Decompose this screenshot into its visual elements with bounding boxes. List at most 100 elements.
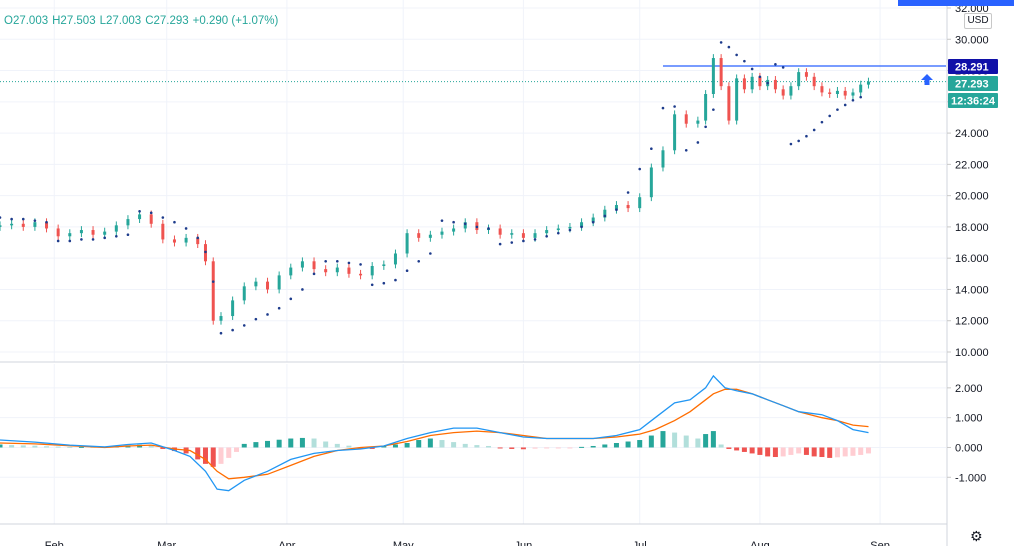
candle-body <box>556 228 560 231</box>
sar-dot <box>843 103 847 107</box>
histogram-bar <box>288 438 294 448</box>
histogram-bar <box>555 447 561 449</box>
price-tick-label: 24.000 <box>955 128 989 140</box>
histogram-bar <box>416 440 422 448</box>
up-arrow-icon[interactable] <box>921 74 933 85</box>
histogram-bar <box>404 443 410 448</box>
candle-body <box>33 222 37 227</box>
price-tick-label: 10.000 <box>955 347 989 359</box>
alert-price-badge[interactable]: 28.291 <box>948 59 998 74</box>
price-tick-label: 20.000 <box>955 191 989 203</box>
price-axis[interactable]: 10.000 12.000 14.000 16.000 18.000 20.000 22.0… <box>947 3 989 359</box>
histogram-bar <box>276 439 282 448</box>
price-grid <box>0 0 946 362</box>
histogram-bar <box>451 442 457 448</box>
sar-dot <box>510 241 514 244</box>
sar-dot <box>475 225 479 229</box>
sar-dot <box>115 234 118 238</box>
histogram-bar <box>381 445 387 448</box>
candle-body <box>866 81 870 85</box>
histogram-bar <box>532 447 538 449</box>
sar-dot <box>347 261 351 265</box>
candle-body <box>138 214 142 220</box>
histogram-bar <box>44 446 50 448</box>
time-axis[interactable]: Feb Mar Apr May Jun Jul Aug Sep <box>45 540 890 546</box>
histogram-bar <box>741 447 747 452</box>
sar-dot <box>242 324 246 327</box>
price-tick-label: 30.000 <box>955 34 989 46</box>
candle-body <box>196 237 200 245</box>
histogram-bar <box>20 445 26 448</box>
candle-body <box>711 58 715 94</box>
candle-body <box>704 94 708 121</box>
candle-body <box>750 76 754 90</box>
candle-body <box>312 261 316 270</box>
histogram-bar <box>334 443 340 448</box>
sar-dot <box>312 272 316 276</box>
histogram-bar <box>32 445 38 448</box>
candle-body <box>382 264 386 266</box>
parabolic-sar-series <box>0 41 863 335</box>
sar-dot <box>743 59 746 63</box>
sar-dot <box>820 120 824 124</box>
histogram-bar <box>544 447 550 449</box>
candle-body <box>452 228 456 232</box>
candle-body <box>684 114 688 124</box>
time-tick-label: Mar <box>157 540 176 546</box>
macd-axis[interactable]: -1.000 0.000 1.000 2.000 <box>947 383 986 484</box>
sar-dot <box>138 209 141 213</box>
open-value: O27.003 <box>4 15 49 27</box>
candle-body <box>393 253 397 265</box>
candle-body <box>851 92 855 96</box>
candle-body <box>773 79 777 90</box>
candle-body <box>727 86 731 121</box>
last-price-badge[interactable]: 27.293 <box>948 76 998 91</box>
histogram-bar <box>819 447 825 458</box>
candle-body <box>45 222 49 229</box>
macd-tick-label: -1.000 <box>955 472 986 484</box>
candle-body <box>696 120 700 124</box>
histogram-bar <box>520 447 526 450</box>
candle-body <box>103 231 107 235</box>
sar-dot <box>568 228 572 232</box>
candle-body <box>545 230 549 234</box>
price-tick-label: 22.000 <box>955 159 989 171</box>
candle-body <box>56 228 60 237</box>
countdown-label: 12:36:24 <box>951 96 996 108</box>
histogram-bar <box>67 446 73 448</box>
candle-body <box>804 72 808 77</box>
sar-dot <box>149 211 153 215</box>
histogram-bar <box>695 438 701 448</box>
sar-dot <box>429 252 432 255</box>
settings-gear-icon[interactable]: ⚙ <box>970 529 983 545</box>
sar-dot <box>405 269 409 272</box>
sar-dot <box>712 108 715 111</box>
sar-dot <box>774 62 777 66</box>
histogram-bar <box>241 443 247 448</box>
sar-dot <box>204 250 207 254</box>
candle-body <box>758 76 762 87</box>
histogram-bar <box>749 447 755 454</box>
price-tick-label: 16.000 <box>955 253 989 265</box>
currency-button[interactable]: USD <box>964 13 992 29</box>
histogram-bar <box>648 435 654 448</box>
candle-body <box>347 267 351 274</box>
top-accent-bar <box>898 0 1014 6</box>
candle-body <box>219 316 223 321</box>
histogram-bar <box>858 447 864 455</box>
signal-line <box>0 388 869 480</box>
histogram-bar <box>602 444 608 448</box>
sar-dot <box>650 147 653 151</box>
low-value: L27.003 <box>99 15 142 27</box>
candle-body <box>254 281 258 287</box>
macd-line <box>0 374 869 492</box>
histogram-bar <box>660 431 666 448</box>
candle-body <box>370 266 374 276</box>
sar-dot <box>704 125 707 129</box>
sar-dot <box>750 67 754 71</box>
sar-dot <box>851 98 855 102</box>
histogram-bar <box>637 440 643 448</box>
sar-dot <box>463 222 467 226</box>
histogram-bar <box>323 441 329 448</box>
